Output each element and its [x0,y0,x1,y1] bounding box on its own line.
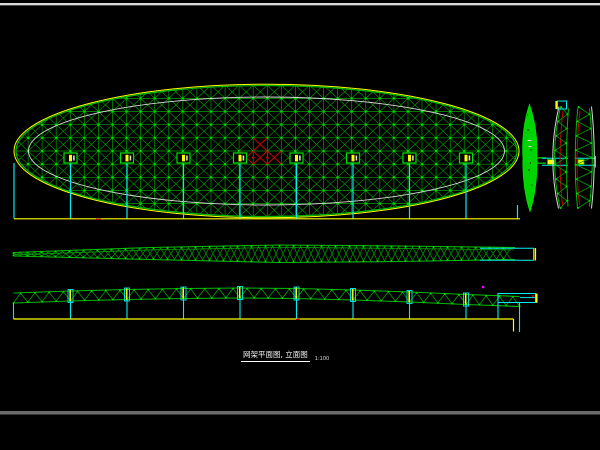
drawing-title: 网架平面图, 立面图 [241,350,310,362]
upper-elevation-view [12,244,537,264]
section-solid-profile [522,103,546,213]
lower-elevation-view [12,285,538,332]
sheet-top-border [0,3,600,5]
sheet-bottom-border [0,411,600,414]
sheet-bottom-border-shadow [0,414,600,415]
space-frame-plan-view [13,83,520,220]
drawing-scale: 1:100 [314,356,330,362]
title-block: 网架平面图, 立面图 1:100 [241,342,329,362]
sheet-top-border-shadow [0,5,600,6]
section-truss-details [542,100,596,209]
